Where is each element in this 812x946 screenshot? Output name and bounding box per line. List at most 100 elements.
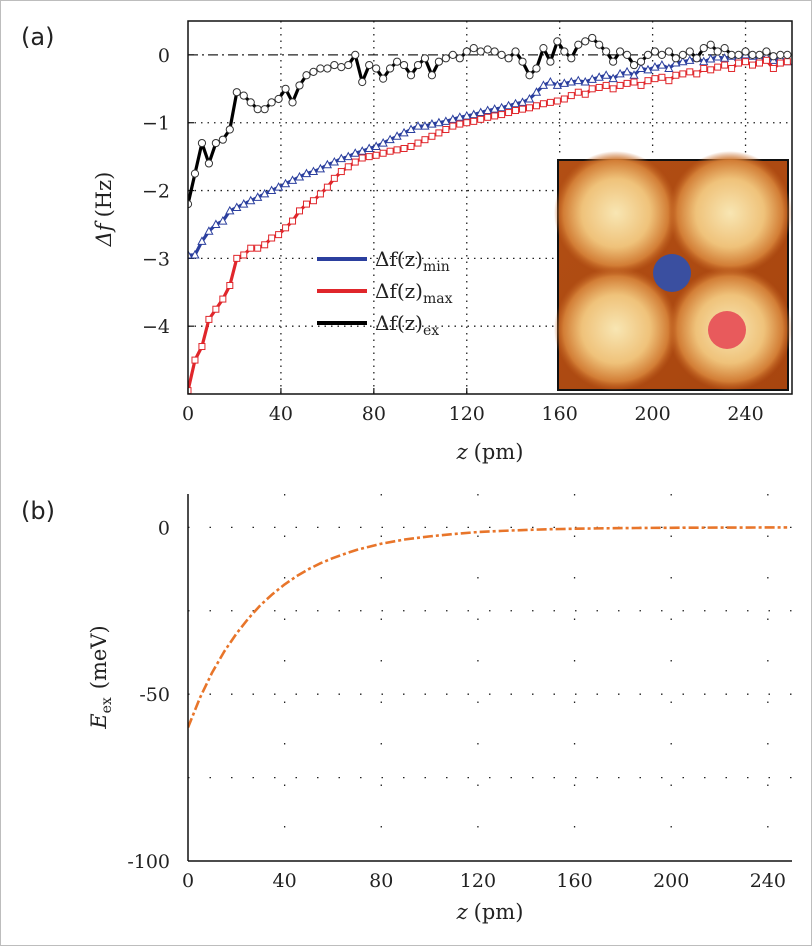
data-point xyxy=(365,60,374,70)
data-point xyxy=(524,93,535,103)
data-point xyxy=(254,244,262,252)
data-point xyxy=(190,169,200,178)
data-point xyxy=(720,44,729,53)
data-point xyxy=(742,58,750,66)
data-point xyxy=(400,144,408,152)
y-tick-label: 0 xyxy=(158,45,170,67)
data-point xyxy=(371,141,381,150)
data-point xyxy=(218,216,228,225)
data-point xyxy=(651,75,659,83)
data-point xyxy=(595,40,604,49)
y-tick-label: 0 xyxy=(158,517,170,539)
data-point xyxy=(517,97,528,106)
x-tick-label: 200 xyxy=(634,403,670,425)
data-point xyxy=(399,60,409,70)
data-point xyxy=(762,56,770,64)
panel-a-label: (a) xyxy=(21,23,54,51)
x-tick-label: 240 xyxy=(750,870,786,892)
data-point xyxy=(434,117,444,127)
data-point xyxy=(448,114,458,123)
data-point xyxy=(188,387,192,394)
inset-bright-spot xyxy=(554,267,678,391)
data-point xyxy=(491,112,499,120)
data-point xyxy=(538,80,549,89)
data-point xyxy=(490,104,500,113)
data-point xyxy=(496,102,507,112)
data-point xyxy=(601,70,611,79)
data-point xyxy=(595,83,603,91)
data-point xyxy=(678,50,687,60)
inset-marker-min xyxy=(653,254,691,292)
data-point xyxy=(441,54,450,63)
data-point xyxy=(287,175,298,184)
data-point xyxy=(239,91,248,100)
data-point xyxy=(344,163,352,171)
x-tick-label: 80 xyxy=(362,403,386,425)
data-point xyxy=(636,57,646,66)
data-point xyxy=(510,98,521,108)
data-point xyxy=(337,63,346,72)
data-point xyxy=(706,40,715,49)
data-point xyxy=(671,54,680,63)
data-point xyxy=(273,182,284,191)
data-point xyxy=(191,356,199,364)
x-tick-label: 160 xyxy=(542,403,578,425)
data-point xyxy=(519,105,527,113)
data-point xyxy=(268,234,276,242)
data-point xyxy=(414,139,422,147)
data-point xyxy=(365,153,373,161)
data-point xyxy=(755,59,763,67)
data-point xyxy=(476,107,486,117)
data-point xyxy=(188,249,193,259)
data-point xyxy=(219,295,227,303)
x-tick-label: 80 xyxy=(369,870,393,892)
data-point xyxy=(686,68,694,76)
data-point xyxy=(580,76,590,86)
data-point xyxy=(504,54,513,63)
energy-curve xyxy=(188,526,788,729)
y-tick-label: −4 xyxy=(142,316,170,338)
data-point xyxy=(406,71,416,80)
data-point xyxy=(232,88,241,97)
data-point xyxy=(566,76,576,86)
y-tick-label: −1 xyxy=(142,113,170,135)
chart-a-ticks: 0 40 80 120 160 200 240 0 −1 −2 −3 −4 xyxy=(142,45,764,425)
data-point xyxy=(260,188,270,198)
chart-a-series xyxy=(188,33,792,394)
data-point xyxy=(204,226,214,235)
x-tick-label: 0 xyxy=(182,870,194,892)
data-point xyxy=(629,60,639,70)
data-point xyxy=(476,47,485,56)
data-point xyxy=(469,44,478,53)
data-point xyxy=(594,72,604,81)
data-point xyxy=(336,153,346,163)
inset-bright-spot xyxy=(668,151,792,275)
data-point xyxy=(205,315,213,323)
data-point xyxy=(727,50,736,60)
data-point xyxy=(330,174,338,182)
data-point xyxy=(707,66,715,74)
data-point xyxy=(296,207,304,215)
data-point xyxy=(658,73,666,81)
data-point xyxy=(448,50,457,60)
data-point xyxy=(260,105,269,114)
data-point xyxy=(421,136,429,144)
data-point xyxy=(560,95,568,103)
data-point xyxy=(532,102,540,110)
data-point xyxy=(692,54,701,63)
data-point xyxy=(267,98,276,107)
data-point xyxy=(455,112,465,121)
data-point xyxy=(664,63,674,72)
data-point xyxy=(776,50,785,60)
data-point xyxy=(315,163,326,173)
data-point xyxy=(323,183,331,191)
data-point xyxy=(525,104,533,112)
series-max xyxy=(188,56,791,394)
data-point xyxy=(644,77,652,85)
y-tick-label: -100 xyxy=(127,851,170,873)
data-point xyxy=(483,105,493,115)
data-point xyxy=(622,50,632,60)
data-point xyxy=(539,100,547,108)
data-point xyxy=(316,64,325,73)
data-point xyxy=(364,143,374,152)
